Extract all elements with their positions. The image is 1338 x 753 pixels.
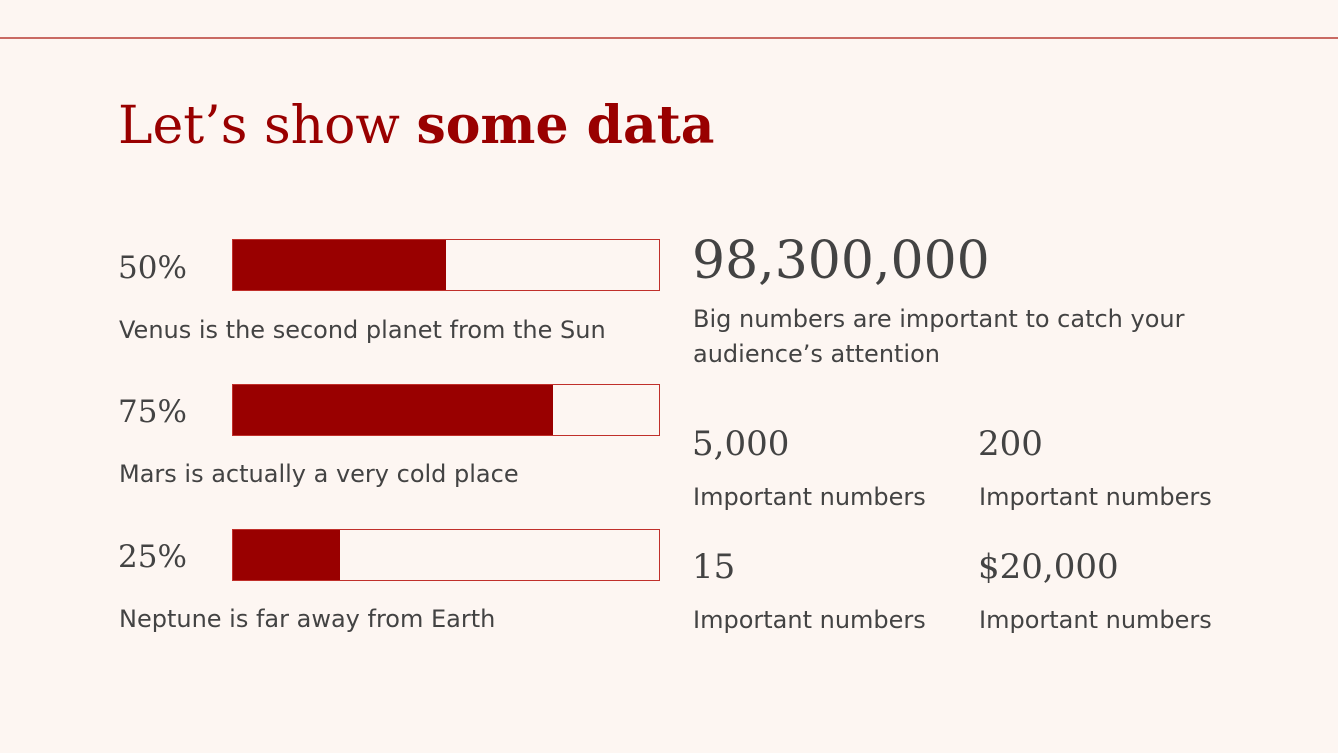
stat-value-2: 200	[978, 424, 1043, 464]
progress-fill-venus	[233, 240, 446, 290]
stat-label-1: Important numbers	[693, 483, 926, 511]
progress-bar-mars	[232, 384, 660, 436]
top-divider	[0, 37, 1338, 39]
progress-caption-venus: Venus is the second planet from the Sun	[119, 316, 606, 344]
progress-percent-mars: 75%	[118, 394, 187, 430]
stat-label-2: Important numbers	[979, 483, 1212, 511]
big-stat-value: 98,300,000	[692, 231, 990, 291]
progress-bar-venus	[232, 239, 660, 291]
stat-value-3: 15	[692, 547, 736, 587]
progress-fill-neptune	[233, 530, 340, 580]
title-bold: some data	[416, 95, 715, 156]
progress-caption-neptune: Neptune is far away from Earth	[119, 605, 496, 633]
progress-bar-neptune	[232, 529, 660, 581]
progress-caption-mars: Mars is actually a very cold place	[119, 460, 519, 488]
progress-fill-mars	[233, 385, 553, 435]
stat-value-4: $20,000	[978, 547, 1119, 587]
progress-percent-neptune: 25%	[118, 539, 187, 575]
page-title: Let’s show some data	[118, 94, 714, 158]
stat-label-3: Important numbers	[693, 606, 926, 634]
title-regular: Let’s show	[118, 96, 417, 156]
stat-label-4: Important numbers	[979, 606, 1212, 634]
big-stat-description: Big numbers are important to catch your …	[693, 305, 1185, 368]
stat-value-1: 5,000	[692, 424, 790, 464]
progress-percent-venus: 50%	[118, 250, 187, 286]
